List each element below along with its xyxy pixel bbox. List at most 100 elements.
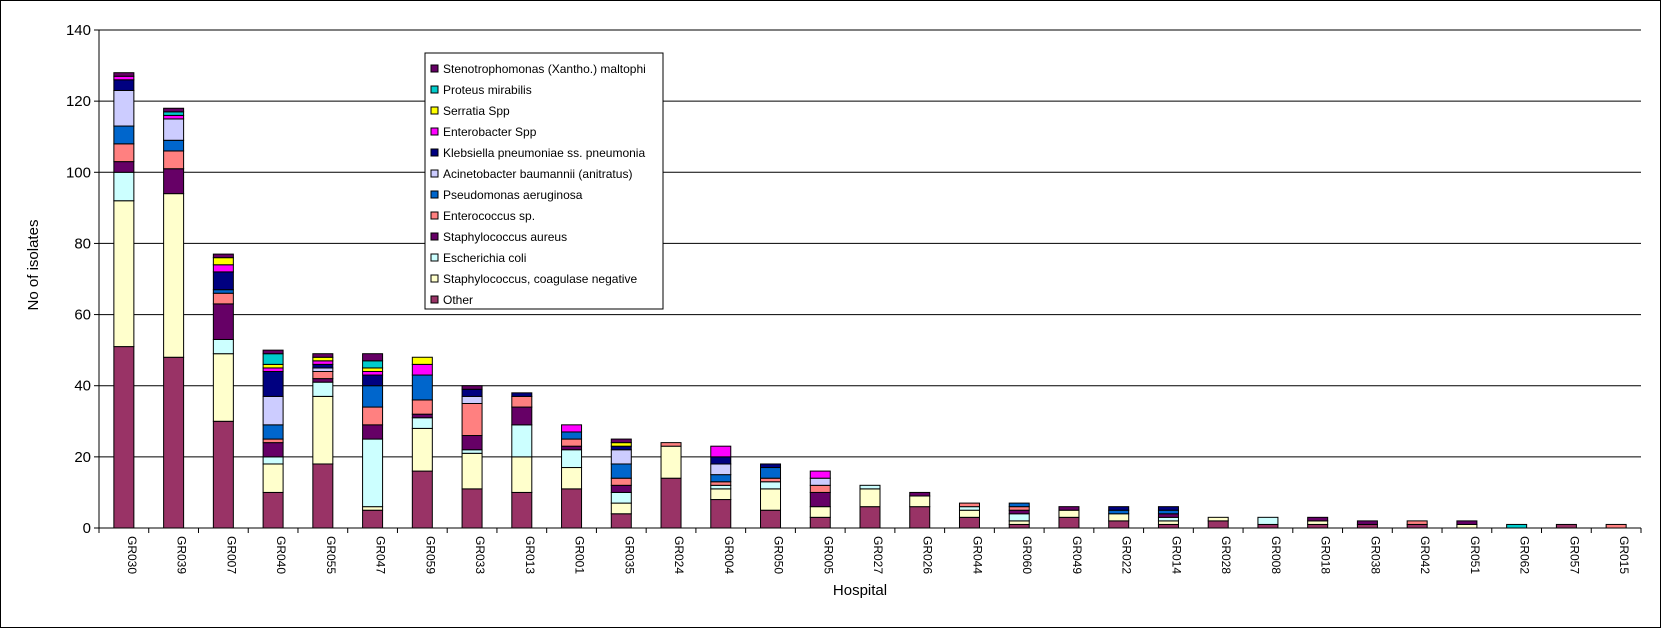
bar-segment (362, 424, 384, 440)
y-tick-label: 120 (66, 93, 91, 110)
bar-segment (511, 491, 533, 529)
x-tick-label: GR028 (1219, 536, 1233, 574)
bar-segment (511, 392, 533, 397)
x-tick-label: GR008 (1269, 536, 1283, 574)
y-tick-label: 60 (74, 307, 91, 324)
bar-segment (1008, 513, 1030, 522)
bar-segment (859, 506, 881, 529)
bar-segment (809, 477, 831, 486)
x-tick-label: GR005 (821, 536, 835, 574)
bar-segment (859, 484, 881, 490)
bar-segment (1058, 506, 1080, 511)
bar-segment (113, 125, 135, 145)
x-tick-label: GR015 (1617, 536, 1631, 574)
bar-segment (163, 356, 185, 529)
x-tick-label: GR060 (1020, 536, 1034, 574)
y-tick-label: 140 (66, 22, 91, 39)
bar-segment (262, 353, 284, 365)
bar-segment (411, 356, 433, 365)
bar-segment (163, 193, 185, 358)
legend-label: Staphylococcus, coagulase negative (443, 272, 637, 286)
x-tick-label: GR007 (224, 536, 238, 574)
bar-segment (1356, 523, 1378, 529)
bar-segment (1605, 523, 1627, 529)
x-tick-labels: GR030 GR039 GR007 GR040 GR055 GR047 GR059 GR033… (98, 528, 1642, 574)
bar-segment (710, 488, 732, 501)
x-tick-label: GR047 (374, 536, 388, 574)
bar-segment (362, 367, 384, 372)
x-tick-label: GR049 (1070, 536, 1084, 574)
bar-segment (1108, 513, 1130, 522)
legend-swatch (430, 232, 439, 241)
bar-segment (710, 456, 732, 465)
bar-segment (212, 289, 234, 294)
legend-label: Enterobacter Spp (443, 125, 537, 139)
bar-segment (163, 111, 185, 116)
bar-segment (809, 470, 831, 479)
bar-segment (113, 72, 135, 77)
bar-segment (411, 363, 433, 376)
legend-label: Proteus mirabilis (443, 83, 532, 97)
bar-segment (461, 403, 483, 437)
bar-segment (909, 495, 931, 508)
bar-segment (1157, 509, 1179, 515)
bar-segment (362, 438, 384, 508)
bar-segment (461, 388, 483, 397)
x-tick-label: GR022 (1120, 536, 1134, 574)
x-tick-label: GR026 (921, 536, 935, 574)
bar-segment (958, 502, 980, 508)
bar-segment (561, 488, 583, 529)
bar-segment (262, 367, 284, 372)
bar-segment (561, 438, 583, 447)
bar-segment (610, 513, 632, 529)
bar-segment (212, 257, 234, 266)
x-tick-label: GR059 (423, 536, 437, 574)
bar-segment (113, 200, 135, 348)
legend-swatch (430, 169, 439, 178)
bar-segment (163, 168, 185, 195)
bar-segment (610, 449, 632, 465)
bar-segment (461, 449, 483, 454)
bar-segment (610, 445, 632, 451)
y-tick-labels: 0 20 40 60 80 100 120 140 (66, 22, 99, 537)
legend-box (424, 52, 664, 310)
bar-segment (312, 381, 334, 397)
bar-segment (1257, 516, 1279, 525)
bar-segment (610, 442, 632, 447)
legend-label: Enterococcus sp. (443, 209, 535, 223)
legend-swatch (430, 274, 439, 283)
bar-segment (561, 445, 583, 451)
x-tick-label: GR018 (1319, 536, 1333, 574)
bar-segment (411, 470, 433, 529)
y-tick-label: 20 (74, 449, 91, 466)
bar-segment (113, 346, 135, 529)
x-tick-label: GR042 (1418, 536, 1432, 574)
bar-segment (1157, 513, 1179, 518)
bar-segment (760, 488, 782, 511)
bar-segment (362, 374, 384, 387)
bar-segment (561, 467, 583, 490)
bar-segment (312, 463, 334, 529)
bar-segment (113, 161, 135, 173)
bar-segment (1157, 506, 1179, 511)
gridlines (99, 29, 1641, 458)
bar-segment (312, 353, 334, 358)
bar-segment (262, 363, 284, 369)
bar-segment (760, 509, 782, 529)
y-tick-label: 0 (83, 520, 91, 537)
bar-segment (262, 424, 284, 440)
bar-segment (1207, 520, 1229, 529)
bar-segment (809, 484, 831, 493)
bar-segment (113, 143, 135, 163)
x-tick-label: GR050 (772, 536, 786, 574)
bar-segment (461, 488, 483, 529)
bar-segment (1008, 523, 1030, 529)
bar-segment (411, 399, 433, 415)
bar-segment (312, 363, 334, 369)
x-tick-label: GR035 (622, 536, 636, 574)
bar-segment (312, 360, 334, 365)
bar-segment (1406, 520, 1428, 525)
bar-segment (1058, 516, 1080, 529)
x-tick-label: GR055 (324, 536, 338, 574)
bar-segment (1157, 520, 1179, 525)
